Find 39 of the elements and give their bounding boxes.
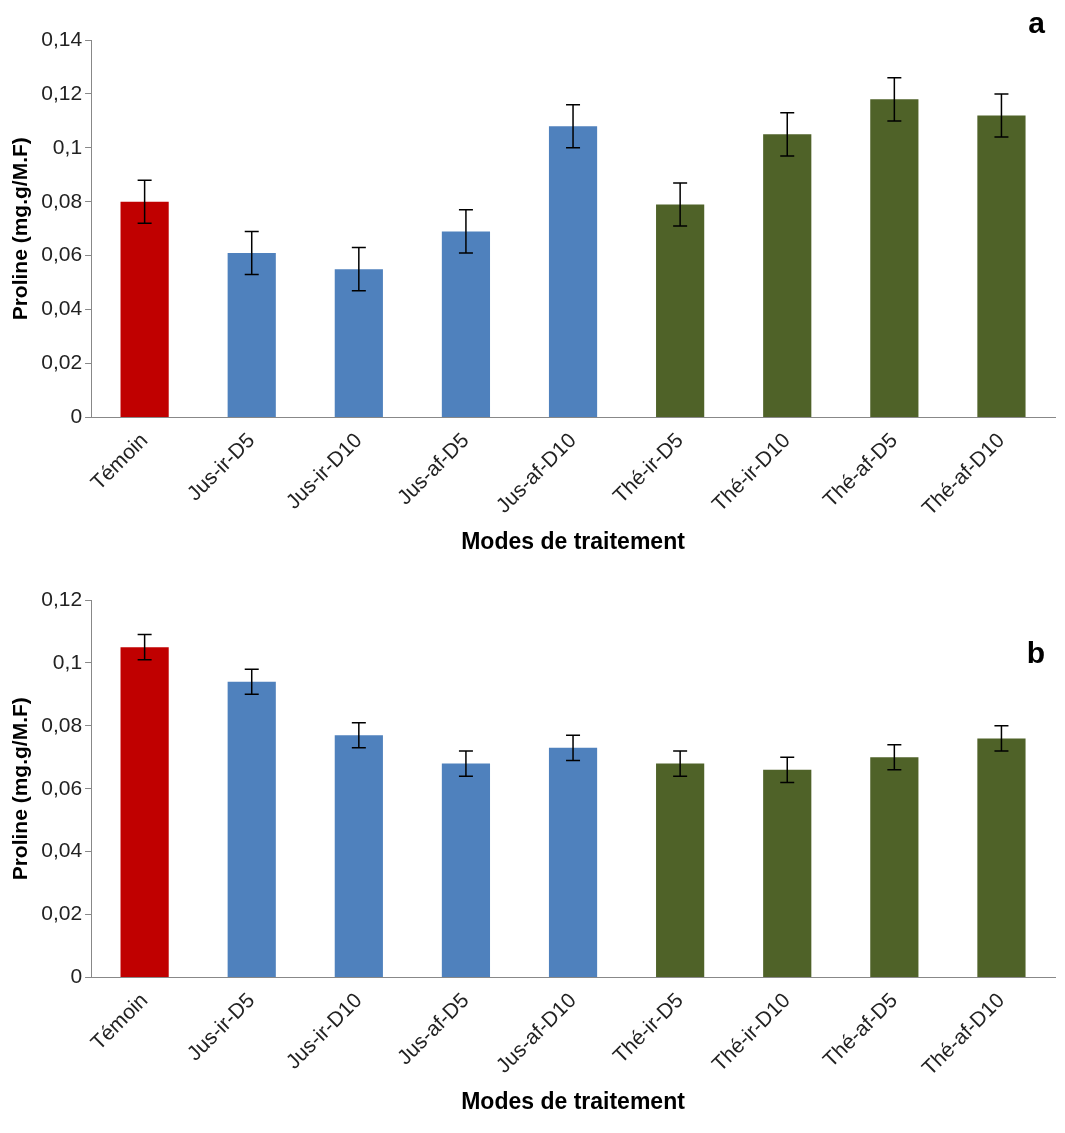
x-axis-title: Modes de traitement (461, 1087, 686, 1114)
y-tick-label: 0,08 (41, 712, 83, 736)
y-tick-label: 0,14 (41, 26, 83, 50)
bar (548, 126, 598, 417)
bar (548, 747, 598, 977)
bar (227, 253, 276, 417)
y-tick-label: 0 (70, 404, 83, 428)
text: a (1028, 6, 1046, 40)
bar (763, 134, 812, 417)
bar (977, 738, 1026, 977)
bar (977, 115, 1026, 417)
y-tick-label: 0,08 (41, 188, 83, 212)
y-tick-label: 0,06 (41, 242, 83, 266)
bar (441, 763, 491, 977)
bar (656, 204, 705, 417)
annotation: b (1026, 636, 1045, 670)
y-tick-label: 0,1 (52, 134, 83, 158)
y-tick-label: 0,12 (41, 80, 83, 104)
y-tick-label: 0,02 (41, 350, 83, 374)
bar (334, 735, 383, 977)
bar (870, 99, 919, 417)
y-tick-label: 0,1 (52, 649, 83, 673)
bar (656, 763, 705, 977)
y-tick-label: 0,06 (41, 775, 83, 799)
y-tick-label: 0,02 (41, 901, 83, 925)
bar (334, 269, 383, 417)
bar (763, 769, 812, 977)
bar (441, 231, 491, 417)
y-axis-title: Proline (mg.g/M.F) (8, 137, 32, 321)
y-tick-label: 0,04 (41, 296, 83, 320)
bar (227, 681, 276, 977)
y-axis-title: Proline (mg.g/M.F) (8, 697, 32, 881)
y-tick-label: 0,12 (41, 586, 83, 610)
y-tick-label: 0,04 (41, 838, 83, 862)
y-tick-label: 0 (70, 964, 83, 988)
x-axis-title: Modes de traitement (461, 527, 686, 554)
bar (870, 757, 919, 977)
bar (120, 647, 169, 977)
bar (120, 201, 169, 417)
